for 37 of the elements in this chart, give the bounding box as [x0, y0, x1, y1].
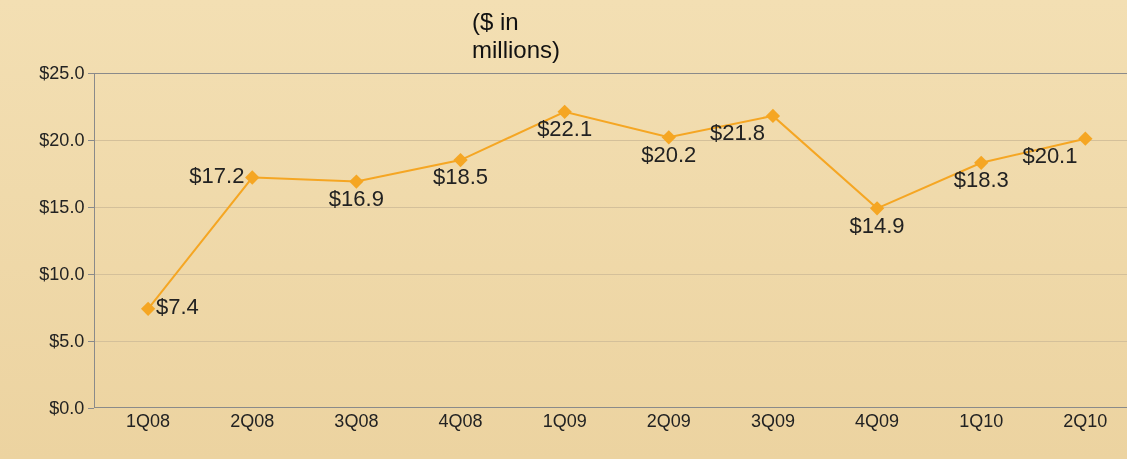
data-label: $20.2 — [641, 141, 697, 167]
y-tick-label: $25.0 — [39, 63, 85, 84]
point — [140, 301, 156, 316]
point — [974, 155, 989, 170]
data-label: $20.1 — [1022, 143, 1078, 169]
x-tick-label: 2Q10 — [1063, 411, 1108, 431]
x-tick-label: 4Q08 — [438, 411, 483, 431]
data-label: $18.3 — [953, 167, 1009, 193]
data-label: $7.4 — [155, 294, 199, 320]
x-tick-label: 2Q08 — [230, 411, 275, 431]
x-tick-label: 3Q08 — [334, 411, 379, 431]
data-label: $17.2 — [189, 163, 245, 189]
data-label: $14.9 — [849, 212, 905, 238]
x-tick-label: 4Q09 — [855, 411, 900, 431]
y-tick-label: $5.0 — [49, 331, 85, 352]
y-tick-label: $10.0 — [39, 264, 85, 285]
point — [557, 104, 572, 120]
point — [661, 130, 676, 145]
chart-title: ($ in millions) — [472, 8, 561, 64]
point — [765, 108, 781, 124]
data-label: $18.5 — [432, 164, 489, 190]
x-tick-label: 1Q08 — [126, 411, 171, 431]
x-tick-label: 2Q09 — [646, 411, 691, 431]
x-tick-label: 1Q09 — [542, 411, 587, 431]
point — [1078, 131, 1093, 146]
x-tick-label: 1Q10 — [959, 411, 1004, 431]
point — [453, 152, 468, 168]
x-tick-label: 3Q09 — [750, 411, 795, 431]
data-label: $16.9 — [328, 185, 384, 211]
data-label: $22.1 — [537, 116, 593, 142]
data-label: $21.8 — [709, 120, 766, 146]
y-tick-label: $15.0 — [39, 197, 85, 218]
point — [869, 201, 885, 216]
y-tick-label: $20.0 — [39, 130, 85, 151]
point — [349, 174, 364, 189]
point — [245, 170, 260, 185]
y-tick-label: $0.0 — [49, 398, 85, 419]
